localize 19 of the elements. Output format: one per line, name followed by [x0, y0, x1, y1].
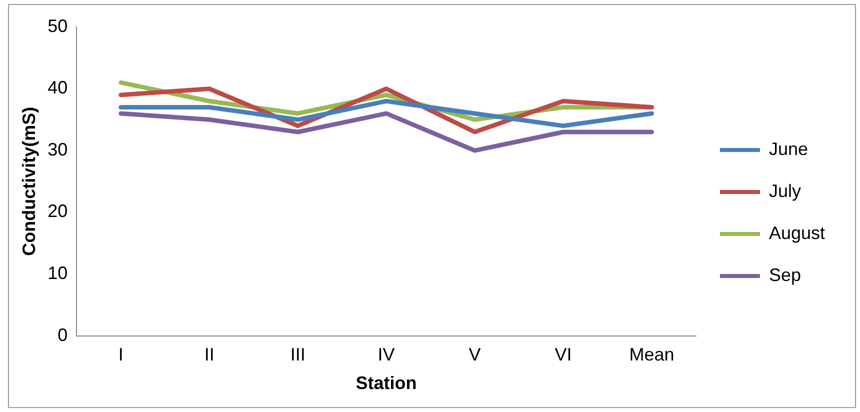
- x-tick-label: Mean: [629, 344, 674, 365]
- y-tick-label: 0: [58, 324, 68, 345]
- y-tick-label: 50: [48, 16, 68, 36]
- y-tick-label: 30: [48, 139, 68, 160]
- x-tick-label: VI: [554, 344, 572, 365]
- legend-label: June: [768, 138, 808, 159]
- x-tick-label: V: [468, 344, 481, 365]
- y-tick-label: 40: [48, 78, 68, 98]
- x-tick-label: II: [204, 344, 214, 365]
- legend-label: Sep: [768, 264, 801, 285]
- legend-label: July: [768, 180, 801, 201]
- x-axis-title: Station: [356, 373, 417, 394]
- y-tick-label: 20: [48, 201, 68, 222]
- x-tick-label: IV: [378, 344, 395, 365]
- y-axis-title: Conductivity(mS): [18, 106, 39, 256]
- x-tick-label: I: [118, 344, 124, 365]
- y-tick-label: 10: [48, 263, 68, 284]
- legend-label: August: [768, 222, 826, 243]
- x-tick-label: III: [290, 344, 306, 365]
